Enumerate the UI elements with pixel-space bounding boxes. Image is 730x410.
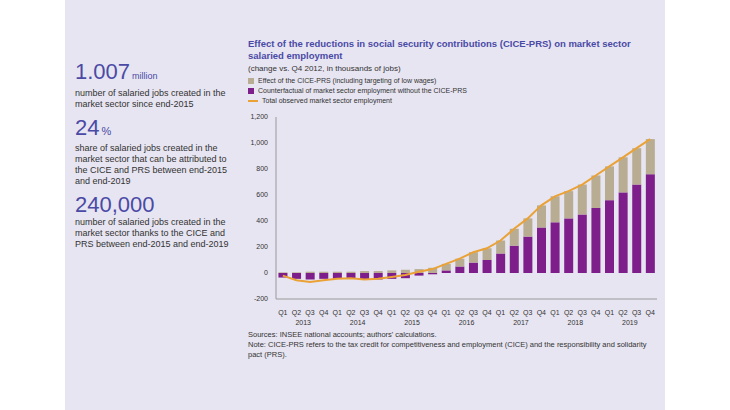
svg-text:1,200: 1,200 — [250, 113, 268, 120]
svg-text:Q1: Q1 — [496, 309, 505, 317]
html-text:Counterfactual of market secto: Counterfactual of market sector employme… — [258, 87, 467, 94]
svg-text:400: 400 — [256, 217, 268, 224]
svg-text:Q2: Q2 — [509, 309, 518, 317]
svg-text:Q2: Q2 — [455, 309, 464, 317]
svg-text:800: 800 — [256, 165, 268, 172]
svg-text:Q3: Q3 — [577, 309, 586, 317]
svg-text:-200: -200 — [254, 295, 268, 302]
svg-text:2015: 2015 — [404, 319, 420, 326]
svg-text:2016: 2016 — [459, 319, 475, 326]
svg-text:Q4: Q4 — [646, 309, 655, 317]
html-text:1.007: 1.007 — [75, 59, 131, 84]
svg-text:2018: 2018 — [568, 319, 584, 326]
html-text:million: million — [132, 71, 158, 81]
html-text:Total observed market sector e: Total observed market sector employment — [262, 97, 392, 104]
html-text:Sources: INSEE national accoun: Sources: INSEE national accounts; author… — [248, 330, 437, 339]
svg-text:Q4: Q4 — [319, 309, 328, 317]
svg-text:1,000: 1,000 — [250, 139, 268, 146]
svg-text:2019: 2019 — [622, 319, 638, 326]
svg-text:Q1: Q1 — [333, 309, 342, 317]
html-text:240,000: 240,000 — [75, 192, 155, 217]
html-text:Effect of the reductions in so: Effect of the reductions in social secur… — [248, 38, 631, 61]
svg-text:Q4: Q4 — [537, 309, 546, 317]
svg-text:Q1: Q1 — [278, 309, 287, 317]
svg-text:Q2: Q2 — [401, 309, 410, 317]
svg-text:2013: 2013 — [295, 319, 311, 326]
html-text:Effect of the CICE-PRS (includ: Effect of the CICE-PRS (including target… — [258, 77, 437, 84]
svg-text:600: 600 — [256, 191, 268, 198]
svg-text:Q3: Q3 — [305, 309, 314, 317]
svg-text:Q1: Q1 — [387, 309, 396, 317]
svg-text:Q3: Q3 — [360, 309, 369, 317]
svg-text:Q2: Q2 — [292, 309, 301, 317]
svg-text:Q3: Q3 — [632, 309, 641, 317]
html-text:Note: CICE-PRS refers to the t: Note: CICE-PRS refers to the tax credit … — [248, 340, 647, 359]
svg-text:Q3: Q3 — [523, 309, 532, 317]
html-text:share of salaried jobs created: share of salaried jobs created in the ma… — [75, 143, 228, 186]
svg-text:Q2: Q2 — [618, 309, 627, 317]
svg-text:Q3: Q3 — [414, 309, 423, 317]
svg-text:Q2: Q2 — [564, 309, 573, 317]
html-text:24: 24 — [75, 115, 100, 140]
svg-text:Q4: Q4 — [482, 309, 491, 317]
svg-text:Q4: Q4 — [591, 309, 600, 317]
svg-text:Q3: Q3 — [469, 309, 478, 317]
svg-text:Q4: Q4 — [373, 309, 382, 317]
svg-text:0: 0 — [264, 269, 268, 276]
svg-text:Q2: Q2 — [346, 309, 355, 317]
svg-text:Q1: Q1 — [550, 309, 559, 317]
svg-text:200: 200 — [256, 243, 268, 250]
html-text:(change vs. Q4 2012, in thousa: (change vs. Q4 2012, in thousands of job… — [248, 64, 401, 73]
svg-text:2014: 2014 — [350, 319, 366, 326]
svg-text:Q1: Q1 — [441, 309, 450, 317]
html-text:number of salaried jobs create: number of salaried jobs created in the m… — [75, 217, 229, 249]
html-text:number of salaried jobs create: number of salaried jobs created in the m… — [75, 88, 226, 109]
svg-text:Q1: Q1 — [605, 309, 614, 317]
svg-text:2017: 2017 — [513, 319, 529, 326]
svg-text:Q4: Q4 — [428, 309, 437, 317]
